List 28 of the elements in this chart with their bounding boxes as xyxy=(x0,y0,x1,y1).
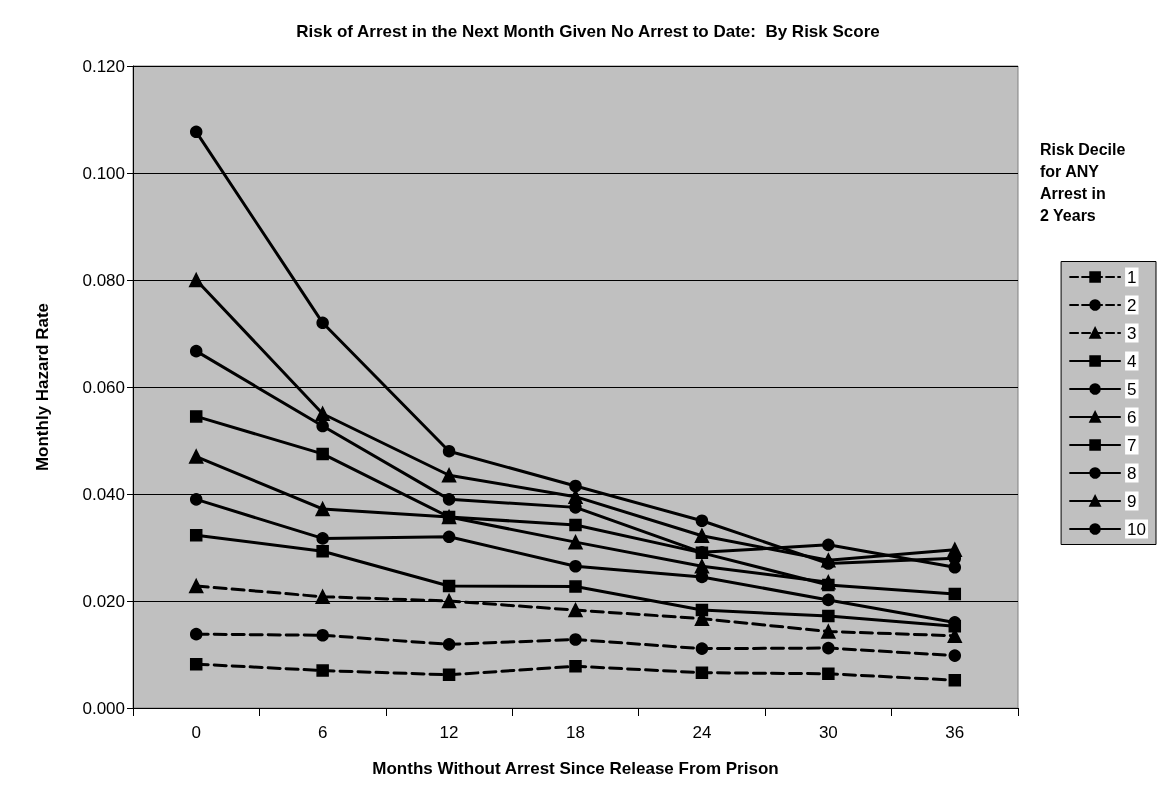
y-tick-label: 0.020 xyxy=(82,591,125,611)
legend-label: 2 xyxy=(1127,295,1137,315)
x-tick-label: 12 xyxy=(439,723,459,742)
legend-label: 3 xyxy=(1127,323,1137,343)
legend-label: 6 xyxy=(1127,407,1137,427)
legend-label: 5 xyxy=(1127,379,1137,399)
x-tick-label: 18 xyxy=(566,723,585,742)
y-tick-label: 0.040 xyxy=(82,484,125,504)
legend-label: 10 xyxy=(1127,519,1147,539)
x-tick-label: 6 xyxy=(317,723,328,742)
chart-title: Risk of Arrest in the Next Month Given No Arrest to Date: By Risk Score xyxy=(296,22,880,41)
y-tick-label: 0.120 xyxy=(82,56,125,76)
y-tick-label: 0.100 xyxy=(82,163,125,183)
x-tick-label: 0 xyxy=(191,723,201,742)
y-axis-title: Monthly Hazard Rate xyxy=(33,302,52,472)
y-tick-label: 0.080 xyxy=(82,270,125,290)
x-tick-label: 30 xyxy=(818,723,838,742)
legend-label: 9 xyxy=(1127,491,1137,511)
x-axis-title: Months Without Arrest Since Release From Prison xyxy=(372,759,779,778)
legend-label: 7 xyxy=(1127,435,1137,455)
legend-label: 4 xyxy=(1127,351,1137,371)
y-tick-label: 0.060 xyxy=(82,377,125,397)
y-tick-label: 0.000 xyxy=(82,698,125,718)
x-tick-label: 36 xyxy=(945,723,965,742)
x-tick-label: 24 xyxy=(692,723,712,742)
legend-title: Risk Decile for ANY Arrest in 2 Years xyxy=(1040,140,1126,224)
legend-label: 8 xyxy=(1127,463,1137,483)
legend-label: 1 xyxy=(1127,267,1137,287)
